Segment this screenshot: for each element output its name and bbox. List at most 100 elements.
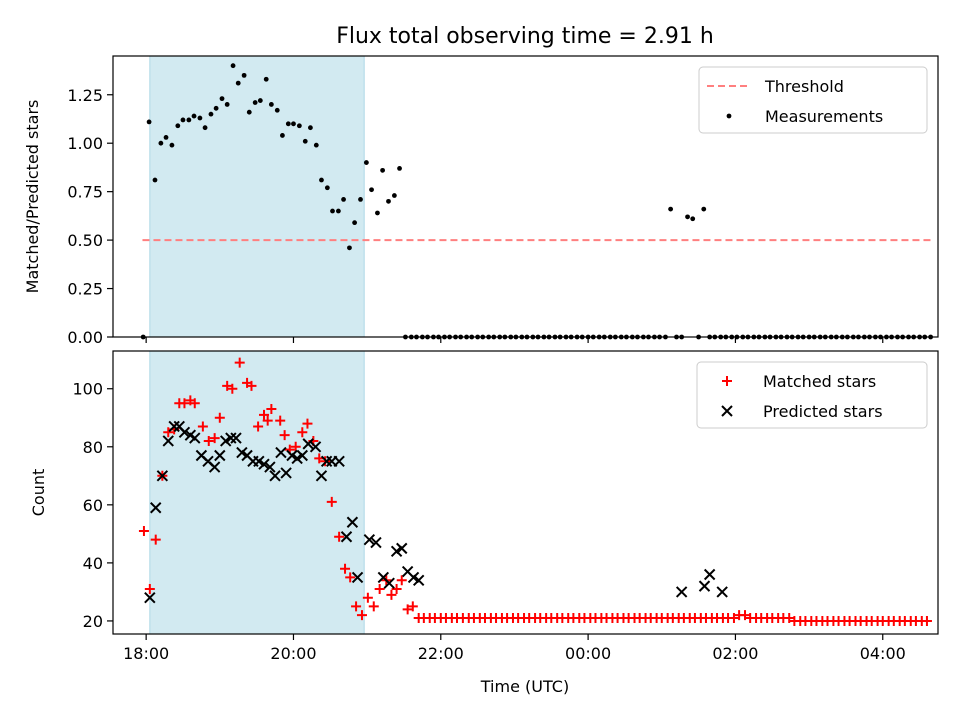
matched-star-point	[407, 601, 418, 612]
legend-box	[696, 361, 928, 429]
legend-label: Predicted stars	[763, 402, 883, 421]
measurement-point	[263, 76, 269, 82]
predicted-star-point	[412, 574, 425, 587]
matched-star-point	[740, 610, 751, 621]
predicted-star-point	[351, 571, 364, 584]
y-tick-label: 0.75	[67, 183, 103, 202]
matched-star-point	[234, 357, 245, 368]
y-axis-label-count: Count	[29, 469, 48, 517]
matched-star-point	[374, 584, 385, 595]
y-axis-label-ratio: Matched/Predicted stars	[23, 100, 42, 294]
predicted-star-point	[296, 449, 309, 462]
x-tick-label: 04:00	[860, 644, 906, 663]
predicted-star-point	[189, 432, 201, 444]
series-bottom	[138, 357, 932, 626]
predicted-star-point	[144, 592, 156, 604]
predicted-star-point	[309, 441, 322, 453]
predicted-star-point	[716, 586, 728, 598]
matched-star-point	[266, 404, 277, 415]
measurement-point	[197, 115, 203, 121]
predicted-star-point	[383, 577, 395, 589]
measurement-point	[208, 111, 214, 117]
matched-star-point	[179, 398, 190, 409]
predicted-star-point	[396, 542, 408, 555]
measurement-point	[186, 117, 192, 123]
matched-star-point	[297, 427, 308, 438]
measurement-point	[219, 96, 225, 102]
matched-star-point	[302, 418, 313, 429]
shaded-interval	[149, 55, 365, 338]
y-tick-label: 20	[83, 612, 103, 631]
measurement-point	[246, 109, 252, 115]
x-axis-label: Time (UTC)	[480, 677, 569, 696]
chart-title: Flux total observing time = 2.91 h	[336, 24, 714, 49]
measurement-point	[191, 113, 197, 119]
measurement-point	[158, 140, 164, 146]
measurement-point	[347, 245, 352, 251]
predicted-star-point	[225, 432, 237, 444]
predicted-star-point	[156, 470, 169, 482]
measurement-point	[308, 125, 313, 131]
measurement-point	[369, 187, 374, 193]
y-tick-label: 80	[83, 438, 103, 457]
matched-star-point	[262, 415, 273, 426]
matched-star-point	[728, 613, 739, 624]
shaded-interval	[149, 350, 365, 635]
matched-star-point	[362, 592, 373, 603]
measurement-point	[319, 177, 324, 183]
measurement-point	[668, 206, 674, 212]
observing-window-shade-bottom	[149, 350, 365, 635]
matched-star-point	[222, 380, 233, 391]
matched-star-point	[351, 601, 362, 612]
measurement-point	[375, 210, 380, 216]
matched-star-point	[334, 531, 345, 542]
measurement-point	[268, 102, 274, 107]
measurement-point	[252, 100, 258, 105]
matched-star-point	[290, 441, 301, 452]
legend-symbol-measurement	[726, 113, 732, 119]
matched-star-point	[227, 383, 238, 394]
measurement-point	[296, 123, 302, 129]
predicted-star-point	[230, 432, 242, 444]
measurement-point	[690, 216, 696, 222]
measurement-point	[336, 208, 341, 214]
matched-star-point	[368, 601, 379, 612]
x-tick-label: 22:00	[418, 644, 464, 663]
predicted-star-point	[333, 455, 345, 468]
x-ticks-bottom: 18:00 20:00 22:00 00:00 02:00 04:00	[123, 634, 906, 663]
matched-star-point	[275, 415, 286, 426]
matched-star-point	[246, 380, 257, 391]
matched-star-point	[214, 412, 225, 423]
matched-star-point	[326, 496, 337, 507]
matched-star-point	[356, 610, 367, 621]
predicted-star-point	[370, 536, 382, 549]
measurement-point	[169, 142, 175, 148]
legend-bottom: Matched stars Predicted stars	[696, 361, 928, 429]
measurement-point	[330, 208, 335, 214]
bottom-panel: Count Time (UTC) 20 40 60 80 100 18:00 20:00 2…	[29, 350, 939, 696]
predicted-star-point	[346, 516, 359, 528]
y-ticks-bottom: 20 40 60 80 100	[72, 380, 113, 631]
measurement-point	[324, 185, 330, 191]
measurement-point	[274, 107, 280, 113]
matched-star-point	[402, 604, 413, 615]
y-tick-label: 0.25	[67, 280, 103, 299]
measurement-point	[230, 63, 236, 69]
measurement-point	[302, 138, 308, 144]
y-tick-label: 0.00	[67, 328, 103, 347]
measurement-point	[313, 142, 319, 148]
observing-window-shade	[149, 55, 365, 338]
x-tick-label: 20:00	[270, 644, 316, 663]
predicted-star-point	[302, 438, 314, 450]
measurement-point	[685, 214, 690, 220]
matched-star-point	[340, 563, 351, 574]
predicted-star-point	[675, 586, 688, 598]
legend-label: Threshold	[764, 77, 844, 96]
y-tick-label: 60	[83, 496, 103, 515]
measurement-point	[352, 220, 358, 226]
predicted-star-point	[315, 470, 328, 482]
y-tick-label: 1.00	[67, 134, 103, 153]
legend-symbol-predicted	[721, 405, 733, 417]
predicted-star-point	[340, 531, 353, 543]
matched-star-point	[391, 584, 402, 595]
